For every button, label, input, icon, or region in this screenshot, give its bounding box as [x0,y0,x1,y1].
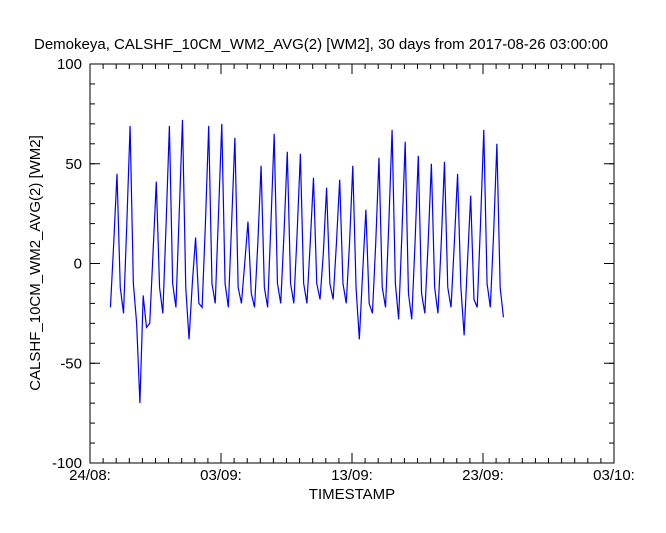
x-axis-label: TIMESTAMP [309,486,395,503]
x-tick-label: 03/10: [593,467,635,484]
data-line [109,119,505,404]
y-tick-label: 100 [57,56,82,73]
x-tick-label: 03/09: [200,467,242,484]
x-tick-label: 13/09: [331,467,373,484]
y-axis-label: CALSHF_10CM_WM2_AVG(2) [WM2] [27,135,44,391]
chart-title: Demokeya, CALSHF_10CM_WM2_AVG(2) [WM2], … [34,36,608,53]
y-tick-label: -100 [52,455,82,472]
x-tick-label: 24/08: [69,467,111,484]
y-tick-label: -50 [60,355,82,372]
x-tick-label: 23/09: [462,467,504,484]
y-tick-label: 50 [65,156,82,173]
y-tick-label: 0 [74,256,82,273]
plot-frame [89,63,615,464]
